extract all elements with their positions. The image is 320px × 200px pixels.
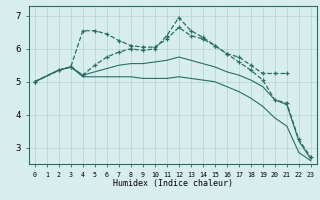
- X-axis label: Humidex (Indice chaleur): Humidex (Indice chaleur): [113, 179, 233, 188]
